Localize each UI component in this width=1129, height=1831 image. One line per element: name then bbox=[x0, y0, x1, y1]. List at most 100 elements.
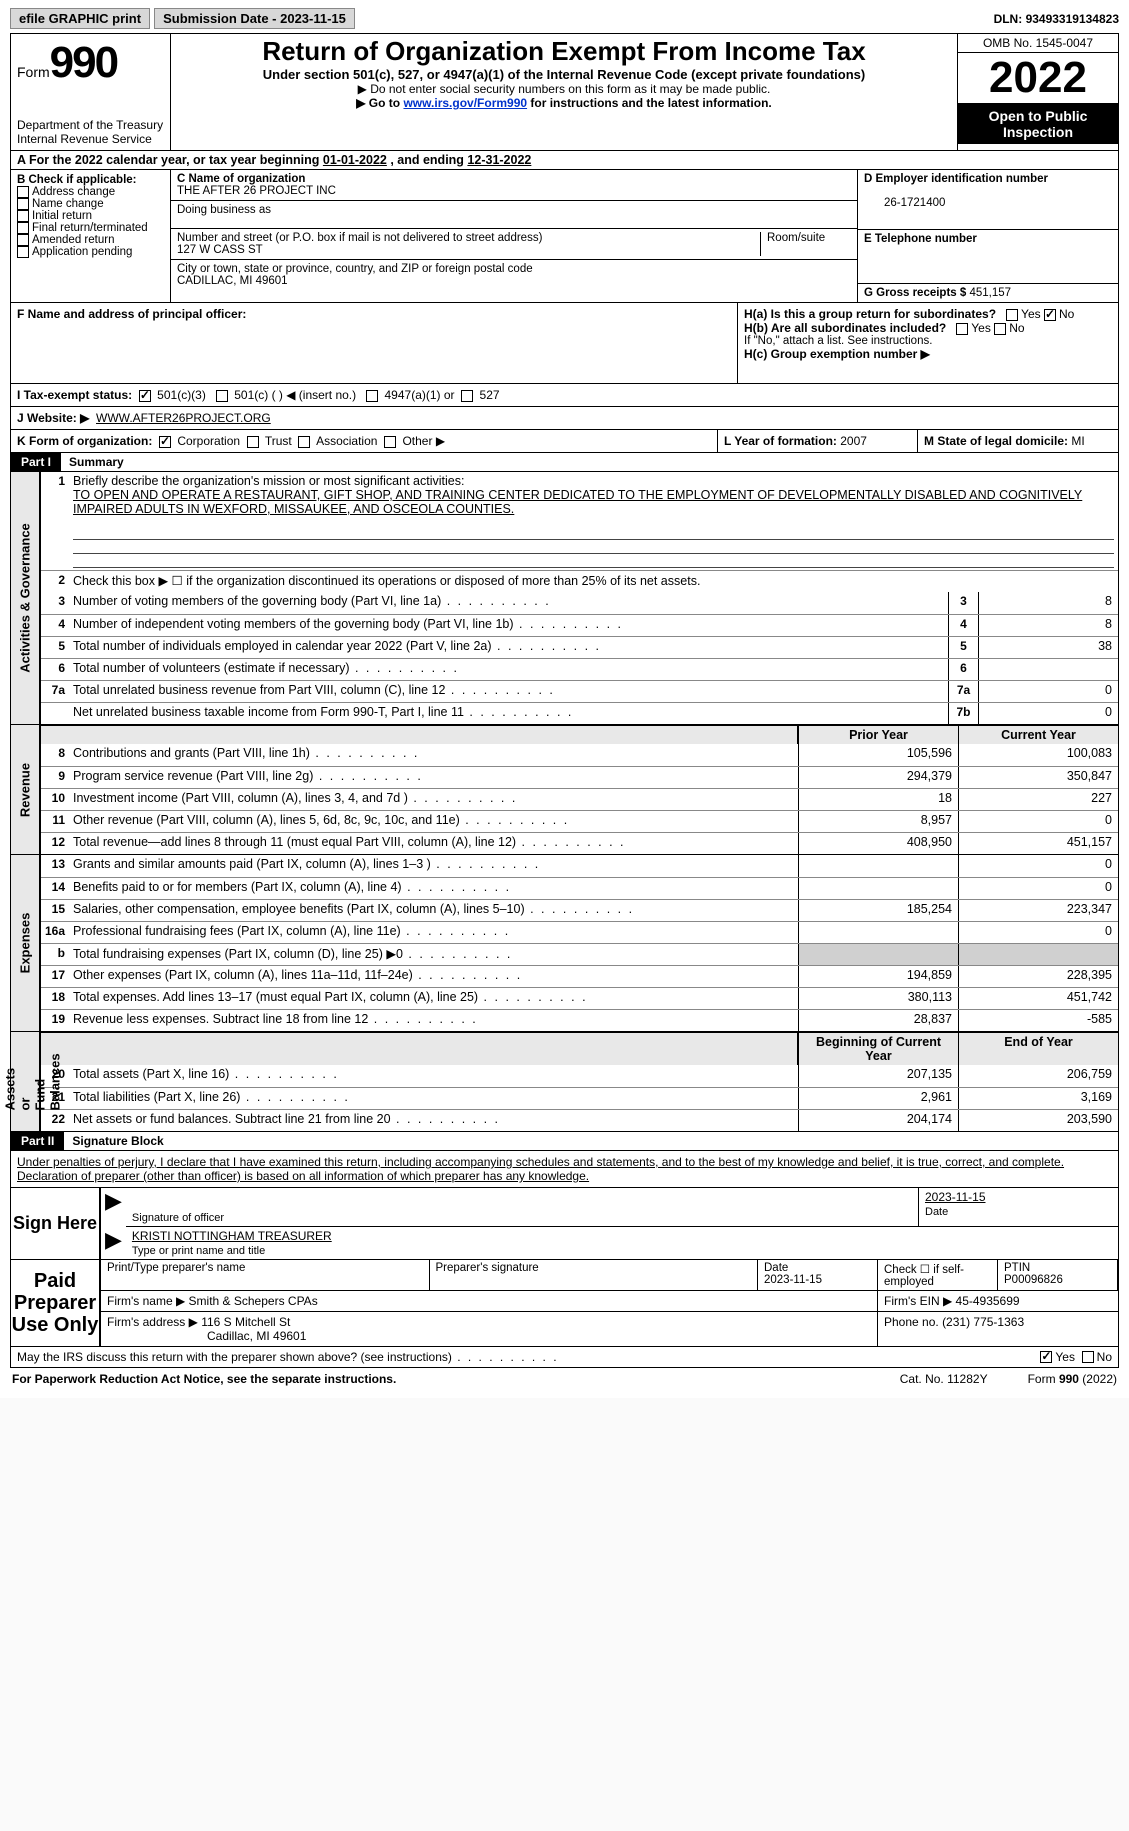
i-o1: 501(c)(3) bbox=[157, 388, 206, 402]
ln-box: 3 bbox=[948, 592, 978, 614]
k-o2: Trust bbox=[265, 434, 292, 448]
firm-ein-lbl: Firm's EIN ▶ bbox=[884, 1294, 956, 1308]
ln-prior: 8,957 bbox=[798, 811, 958, 832]
firm-phone-lbl: Phone no. bbox=[884, 1315, 942, 1329]
yes-lbl: Yes bbox=[1021, 307, 1041, 321]
gross: 451,157 bbox=[969, 287, 1011, 299]
ha-row: H(a) Is this a group return for subordin… bbox=[744, 307, 1112, 321]
chk-other[interactable] bbox=[384, 436, 396, 448]
ein-label: D Employer identification number bbox=[864, 173, 1048, 185]
room-label: Room/suite bbox=[767, 232, 825, 244]
ln-num: 17 bbox=[41, 966, 69, 987]
line-row: 5 Total number of individuals employed i… bbox=[41, 636, 1118, 658]
phone-label: E Telephone number bbox=[864, 233, 977, 245]
ln-curr: 228,395 bbox=[958, 966, 1118, 987]
ln-val: 8 bbox=[978, 592, 1118, 614]
ln-text: Net assets or fund balances. Subtract li… bbox=[69, 1110, 798, 1131]
ln2-num: 2 bbox=[41, 571, 69, 592]
chk-corp[interactable] bbox=[159, 436, 171, 448]
efile-print-button[interactable]: efile GRAPHIC print bbox=[10, 8, 150, 29]
hb-text: H(b) Are all subordinates included? bbox=[744, 321, 946, 335]
no3: No bbox=[1097, 1350, 1112, 1364]
ln-num: 18 bbox=[41, 988, 69, 1009]
chk-trust[interactable] bbox=[247, 436, 259, 448]
rowa-mid: , and ending bbox=[387, 153, 468, 167]
irs-link[interactable]: www.irs.gov/Form990 bbox=[403, 96, 527, 110]
m-label: M State of legal domicile: bbox=[924, 434, 1071, 448]
ln-curr: 0 bbox=[958, 922, 1118, 943]
form-word: Form bbox=[17, 64, 50, 80]
chk-501c3[interactable] bbox=[139, 390, 151, 402]
may-irs-no[interactable] bbox=[1082, 1351, 1094, 1363]
chk-4947[interactable] bbox=[366, 390, 378, 402]
ln-text: Salaries, other compensation, employee b… bbox=[69, 900, 798, 921]
ln-text: Total unrelated business revenue from Pa… bbox=[69, 681, 948, 702]
header: Form990 Department of the Treasury Inter… bbox=[10, 34, 1119, 151]
chk-address-change[interactable] bbox=[17, 186, 29, 198]
chk-final-return[interactable] bbox=[17, 222, 29, 234]
opt-1: Name change bbox=[32, 198, 104, 210]
ln-prior bbox=[798, 878, 958, 899]
chk-name-change[interactable] bbox=[17, 198, 29, 210]
ln-num: 22 bbox=[41, 1110, 69, 1131]
ln-num: 9 bbox=[41, 767, 69, 788]
firm-addr1: 116 S Mitchell St bbox=[201, 1315, 290, 1329]
prep-date: 2023-11-15 bbox=[764, 1274, 822, 1286]
submission-date-button[interactable]: Submission Date - 2023-11-15 bbox=[154, 8, 355, 29]
chk-initial-return[interactable] bbox=[17, 210, 29, 222]
ln-curr: 223,347 bbox=[958, 900, 1118, 921]
ln-prior: 28,837 bbox=[798, 1010, 958, 1031]
ln-curr: 0 bbox=[958, 878, 1118, 899]
ln-val: 8 bbox=[978, 615, 1118, 636]
fh-block: F Name and address of principal officer:… bbox=[10, 303, 1119, 384]
row-a-tax-year: A For the 2022 calendar year, or tax yea… bbox=[10, 151, 1119, 170]
may-irs-yes[interactable] bbox=[1040, 1351, 1052, 1363]
ln-text: Revenue less expenses. Subtract line 18 … bbox=[69, 1010, 798, 1031]
prep-name-lbl: Print/Type preparer's name bbox=[107, 1262, 245, 1274]
chk-amended[interactable] bbox=[17, 234, 29, 246]
ln-text: Total liabilities (Part X, line 26) bbox=[69, 1088, 798, 1109]
ln1-num: 1 bbox=[41, 472, 69, 570]
ha-yes[interactable] bbox=[1006, 309, 1018, 321]
k-label: K Form of organization: bbox=[17, 434, 152, 448]
ln-text: Total number of volunteers (estimate if … bbox=[69, 659, 948, 680]
no-lbl: No bbox=[1059, 307, 1074, 321]
ln-curr: 350,847 bbox=[958, 767, 1118, 788]
chk-assoc[interactable] bbox=[298, 436, 310, 448]
ln-prior: 294,379 bbox=[798, 767, 958, 788]
line-row: 17 Other expenses (Part IX, column (A), … bbox=[41, 965, 1118, 987]
ein: 26-1721400 bbox=[864, 197, 945, 209]
i-row: I Tax-exempt status: 501(c)(3) 501(c) ( … bbox=[10, 384, 1119, 407]
chk-501c[interactable] bbox=[216, 390, 228, 402]
sig-officer-lbl: Signature of officer bbox=[132, 1212, 224, 1224]
ln2-text: Check this box ▶ ☐ if the organization d… bbox=[69, 571, 1118, 592]
org-name: THE AFTER 26 PROJECT INC bbox=[177, 185, 336, 197]
chk-app-pending[interactable] bbox=[17, 246, 29, 258]
line-row: 19 Revenue less expenses. Subtract line … bbox=[41, 1009, 1118, 1031]
hb-yes[interactable] bbox=[956, 323, 968, 335]
ln-text: Total assets (Part X, line 16) bbox=[69, 1065, 798, 1087]
hb-no[interactable] bbox=[994, 323, 1006, 335]
ln1-text: Briefly describe the organization's miss… bbox=[69, 472, 1118, 570]
ha-text: H(a) Is this a group return for subordin… bbox=[744, 307, 996, 321]
website: WWW.AFTER26PROJECT.ORG bbox=[96, 411, 271, 425]
subdate-value: 2023-11-15 bbox=[280, 11, 346, 26]
ha-no[interactable] bbox=[1044, 309, 1056, 321]
dln-label: DLN: bbox=[994, 12, 1026, 26]
footer: For Paperwork Reduction Act Notice, see … bbox=[10, 1368, 1119, 1390]
i-o2: 501(c) ( ) ◀ (insert no.) bbox=[234, 388, 356, 402]
col-b: B Check if applicable: Address change Na… bbox=[11, 170, 171, 302]
dept-treasury: Department of the Treasury Internal Reve… bbox=[17, 118, 164, 146]
opt-4: Amended return bbox=[32, 234, 114, 246]
line-row: b Total fundraising expenses (Part IX, c… bbox=[41, 943, 1118, 965]
ln-val: 0 bbox=[978, 703, 1118, 724]
ln-num: 8 bbox=[41, 744, 69, 766]
ln-text: Total number of individuals employed in … bbox=[69, 637, 948, 658]
curr-year-head: Current Year bbox=[958, 726, 1118, 744]
type-name-lbl: Type or print name and title bbox=[132, 1245, 265, 1257]
sec-expenses: Expenses 13 Grants and similar amounts p… bbox=[10, 855, 1119, 1032]
opt-0: Address change bbox=[32, 186, 115, 198]
line-row: 3 Number of voting members of the govern… bbox=[41, 592, 1118, 614]
hb-row: H(b) Are all subordinates included? Yes … bbox=[744, 321, 1112, 335]
chk-527[interactable] bbox=[461, 390, 473, 402]
